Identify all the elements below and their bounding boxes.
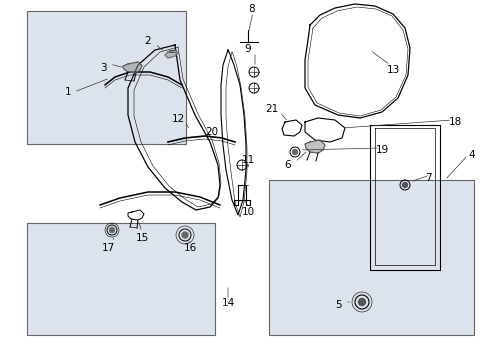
Text: 9: 9 bbox=[244, 44, 251, 54]
Polygon shape bbox=[305, 140, 325, 153]
Circle shape bbox=[358, 298, 365, 306]
Text: 2: 2 bbox=[144, 36, 151, 46]
Text: 7: 7 bbox=[424, 173, 430, 183]
Polygon shape bbox=[164, 50, 178, 58]
Text: 4: 4 bbox=[468, 150, 474, 160]
Circle shape bbox=[109, 228, 114, 233]
Text: 6: 6 bbox=[284, 160, 291, 170]
Text: 13: 13 bbox=[386, 65, 399, 75]
Text: 3: 3 bbox=[100, 63, 106, 73]
Text: 1: 1 bbox=[64, 87, 71, 97]
Text: 8: 8 bbox=[248, 4, 255, 14]
Text: 11: 11 bbox=[241, 155, 254, 165]
Circle shape bbox=[182, 232, 187, 238]
Text: 17: 17 bbox=[101, 243, 114, 253]
Text: 21: 21 bbox=[265, 104, 278, 114]
Text: 16: 16 bbox=[183, 243, 196, 253]
Bar bbox=[268, 180, 473, 335]
Polygon shape bbox=[123, 62, 142, 73]
Circle shape bbox=[292, 149, 297, 154]
Text: 5: 5 bbox=[334, 300, 341, 310]
Text: 14: 14 bbox=[221, 298, 234, 308]
Text: 20: 20 bbox=[205, 127, 218, 137]
Text: 15: 15 bbox=[135, 233, 148, 243]
Text: 12: 12 bbox=[171, 114, 184, 124]
Text: 10: 10 bbox=[241, 207, 254, 217]
Bar bbox=[27, 11, 185, 144]
Text: 18: 18 bbox=[447, 117, 461, 127]
Circle shape bbox=[402, 183, 407, 188]
Text: 19: 19 bbox=[375, 145, 388, 155]
Bar bbox=[27, 223, 215, 335]
